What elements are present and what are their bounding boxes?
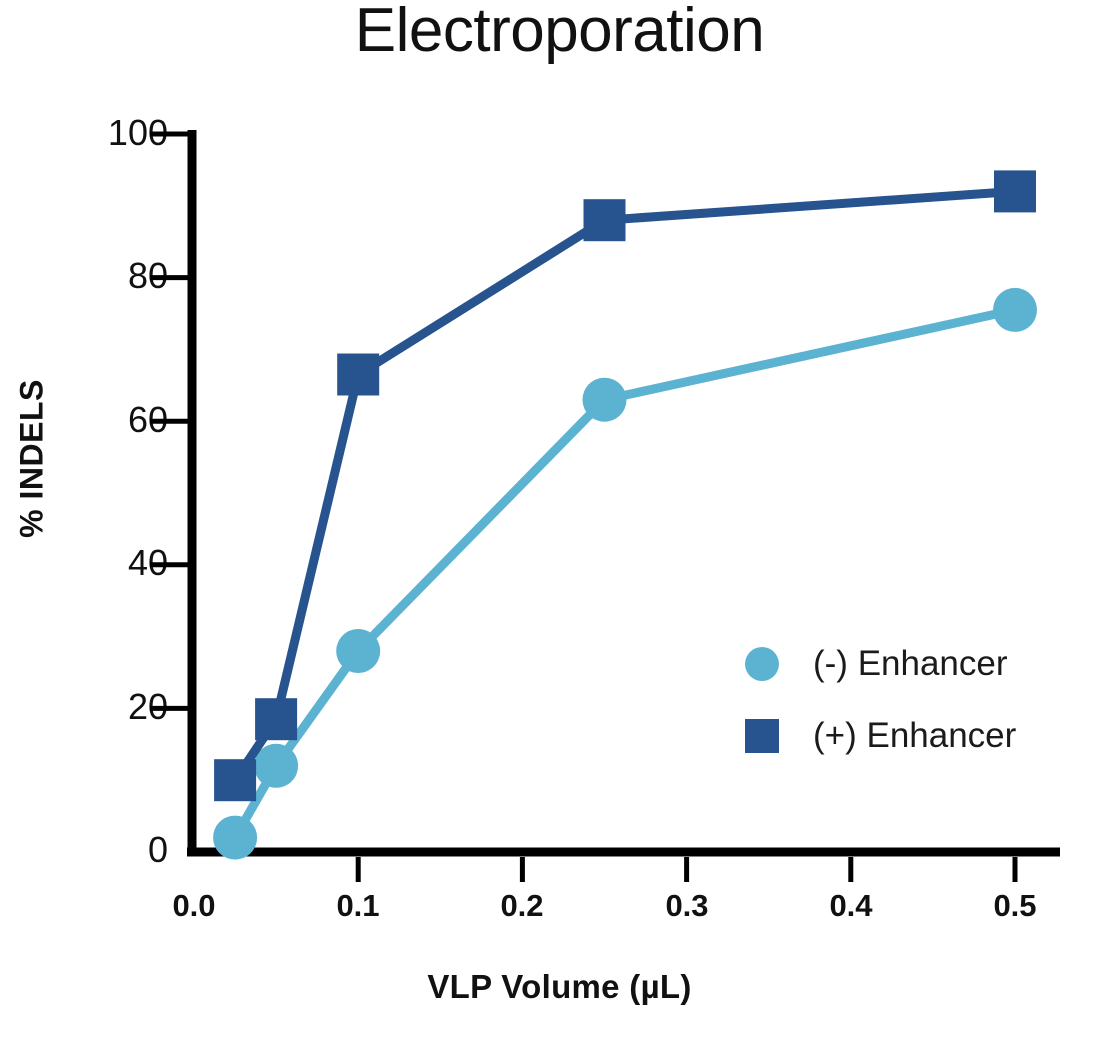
data-series-layer — [213, 170, 1037, 860]
y-tick-label-0: 0 — [147, 829, 168, 870]
data-point[interactable] — [337, 353, 380, 396]
data-point[interactable] — [214, 759, 257, 802]
legend-item-plus-enhancer[interactable]: (+) Enhancer — [745, 700, 1065, 772]
data-point[interactable] — [254, 743, 299, 788]
x-tick-label-0.5: 0.5 — [993, 888, 1037, 923]
legend-item-minus-enhancer[interactable]: (-) Enhancer — [745, 628, 1065, 700]
legend-marker-square-icon — [745, 719, 779, 753]
series-plus-enhancer — [214, 170, 1036, 802]
legend-label-plus-enhancer: (+) Enhancer — [813, 716, 1017, 755]
x-tick-label-0.2: 0.2 — [500, 888, 544, 923]
x-tick-marks — [355, 857, 1018, 882]
chart-title: Electroporation — [354, 0, 765, 65]
data-point[interactable] — [582, 377, 627, 422]
legend-label-minus-enhancer: (-) Enhancer — [813, 644, 1008, 683]
x-tick-label-0.3: 0.3 — [665, 888, 709, 923]
legend-marker-circle-icon — [745, 647, 779, 681]
data-point[interactable] — [255, 698, 298, 741]
data-point[interactable] — [993, 287, 1037, 332]
x-tick-label-0.1: 0.1 — [336, 888, 380, 923]
x-tick-label-0.4: 0.4 — [829, 888, 873, 923]
data-point[interactable] — [213, 815, 258, 860]
axes-group — [187, 130, 1060, 857]
data-point[interactable] — [994, 170, 1036, 213]
chart-legend: (-) Enhancer (+) Enhancer — [745, 628, 1065, 772]
y-tick-marks — [150, 131, 192, 711]
data-point[interactable] — [583, 199, 626, 242]
x-axis-label: VLP Volume (µL) — [427, 968, 692, 1005]
x-tick-label-0.0: 0.0 — [172, 888, 216, 923]
data-point[interactable] — [336, 629, 381, 673]
series-minus-enhancer — [213, 287, 1037, 860]
